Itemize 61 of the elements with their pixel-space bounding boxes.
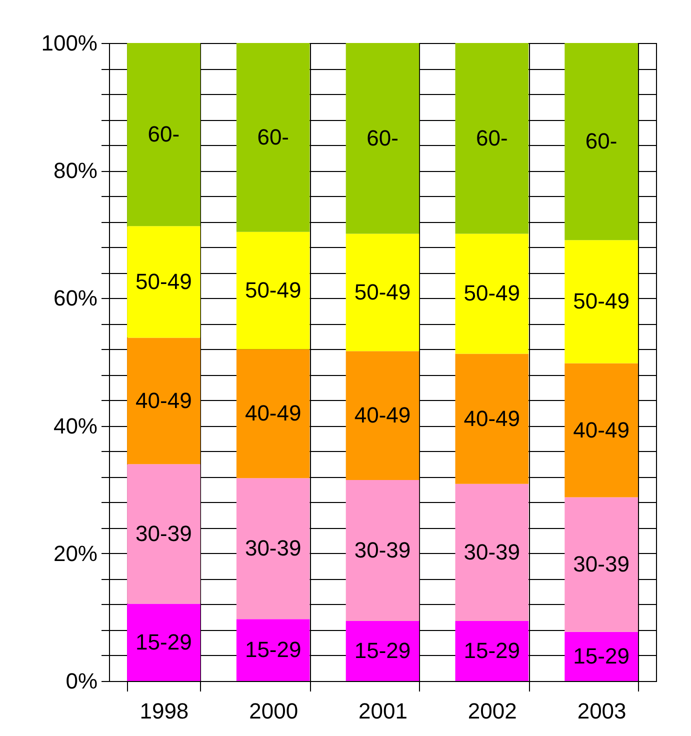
text: 15-29 — [354, 638, 411, 664]
text: 15-29 — [244, 637, 302, 662]
bar — [236, 619, 310, 681]
text: 50-49 — [464, 280, 520, 306]
bar — [564, 240, 638, 364]
text: 30-39 — [464, 539, 520, 564]
bar — [127, 604, 200, 681]
y-tick-label: 60% — [53, 286, 98, 311]
text: 40-49 — [464, 406, 520, 431]
bar — [564, 363, 638, 498]
bar — [564, 497, 638, 632]
text: 50-49 — [244, 278, 302, 303]
x-tick-label: 1998 — [140, 698, 189, 724]
y-tick-label: 100% — [41, 30, 98, 56]
x-tick-label: 2002 — [468, 698, 517, 724]
text: 30-39 — [354, 538, 411, 563]
bar — [236, 43, 310, 232]
series-label: 15-29 — [136, 629, 192, 654]
bar — [236, 478, 310, 620]
bar — [455, 484, 529, 622]
bar — [236, 232, 310, 350]
y-tick-label: 40% — [53, 413, 98, 438]
text: 60- — [585, 128, 618, 154]
bar — [346, 43, 420, 234]
bar — [564, 43, 638, 240]
bar — [455, 234, 529, 354]
bar — [455, 354, 529, 484]
bar — [564, 632, 638, 681]
bar — [346, 351, 420, 480]
bar — [455, 43, 529, 234]
bar — [346, 621, 420, 681]
bar — [127, 464, 200, 604]
bar — [127, 226, 200, 338]
y-tick-label: 20% — [53, 540, 98, 566]
y-tick-label: 0% — [66, 668, 98, 694]
series-label: 30-39 — [136, 520, 192, 546]
series-label: 60- — [476, 125, 508, 150]
bar — [127, 338, 200, 464]
series-label: 40-49 — [136, 388, 192, 413]
text: 30-39 — [573, 552, 630, 577]
text: 15-29 — [573, 643, 630, 668]
text: 60- — [366, 125, 398, 150]
x-tick-label: 2000 — [249, 698, 298, 724]
x-tick-label: 2003 — [577, 698, 626, 724]
bar — [127, 43, 200, 226]
text: 15-29 — [464, 638, 520, 664]
bar — [455, 621, 529, 681]
text: 60- — [148, 122, 180, 147]
text: 40-49 — [573, 417, 630, 442]
series-label: 50-49 — [136, 268, 192, 294]
bar — [346, 234, 420, 352]
text: 30-39 — [244, 536, 302, 561]
text: 50-49 — [573, 288, 630, 314]
bar — [236, 349, 310, 478]
bar — [346, 480, 420, 622]
text: 60- — [257, 124, 289, 150]
text: 50-49 — [354, 279, 411, 304]
x-tick-label: 2001 — [358, 698, 408, 724]
text: 40-49 — [354, 402, 411, 428]
y-tick-label: 80% — [53, 158, 98, 184]
text: 40-49 — [244, 400, 302, 426]
